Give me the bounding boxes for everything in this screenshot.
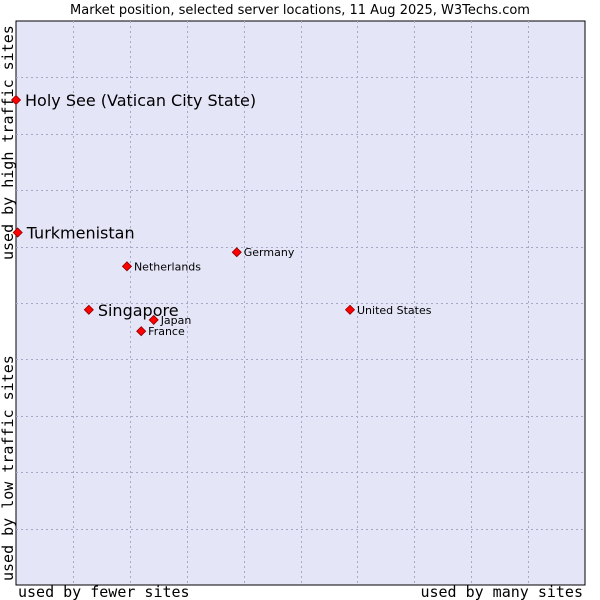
- plot-area: [15, 20, 586, 586]
- point-marker: [10, 94, 22, 106]
- point-label: Turkmenistan: [26, 224, 135, 243]
- chart-title: Market position, selected server locatio…: [70, 3, 530, 18]
- point-label: Japan: [160, 314, 192, 327]
- point-label: Holy See (Vatican City State): [25, 91, 256, 110]
- y-axis-label-bottom: used by low traffic sites: [0, 355, 17, 581]
- grid-lines: [16, 21, 585, 585]
- point-marker: [83, 304, 94, 315]
- point-label: United States: [357, 304, 432, 317]
- point-label: Netherlands: [134, 260, 201, 273]
- x-axis-label-left: used by fewer sites: [18, 583, 190, 600]
- point-label: Singapore: [98, 301, 179, 320]
- data-points: Holy See (Vatican City State) Turkmenista…: [10, 91, 432, 338]
- point-label: Germany: [244, 246, 295, 259]
- point-marker: [121, 261, 133, 272]
- point-marker: [12, 227, 23, 238]
- y-axis-label-top: used by high traffic sites: [0, 25, 17, 260]
- point-marker: [136, 326, 147, 337]
- point-label: France: [148, 325, 185, 338]
- point-marker: [231, 247, 242, 258]
- point-marker: [148, 314, 159, 325]
- point-marker: [344, 304, 356, 315]
- x-axis-label-right: used by many sites: [420, 583, 583, 600]
